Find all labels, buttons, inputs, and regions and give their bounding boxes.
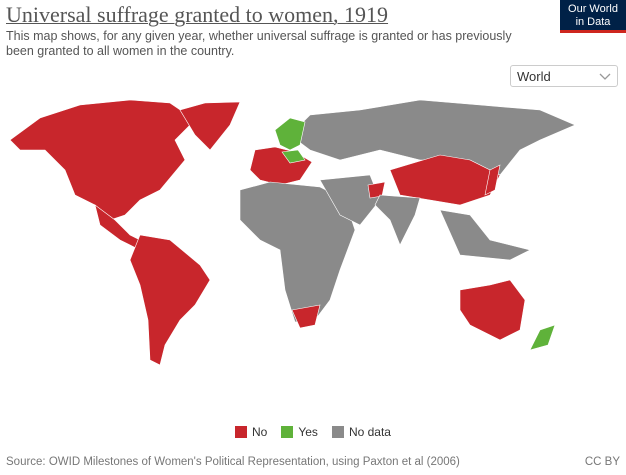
new-zealand[interactable] [529, 324, 556, 351]
legend-item[interactable]: Yes [281, 425, 318, 439]
africa[interactable] [239, 181, 356, 323]
legend: No Yes No data [0, 425, 626, 439]
australia[interactable] [459, 279, 526, 341]
license[interactable]: CC BY [584, 456, 620, 468]
logo[interactable]: Our World in Data [560, 0, 626, 33]
region-value: World [517, 69, 551, 84]
legend-label: Yes [298, 425, 318, 439]
logo-line: in Data [575, 16, 611, 28]
legend-item[interactable]: No data [331, 425, 391, 439]
source: Source: OWID Milestones of Women's Polit… [6, 456, 460, 468]
legend-label: No [252, 425, 268, 439]
subtitle: This map shows, for any given year, whet… [6, 29, 512, 58]
south-america[interactable] [129, 234, 211, 366]
greenland[interactable] [179, 101, 241, 151]
south-africa[interactable] [291, 304, 321, 329]
logo-line: Our World [568, 3, 618, 15]
china[interactable] [389, 154, 501, 206]
chevron [599, 73, 611, 80]
world-map [9, 99, 576, 366]
legend-swatch [235, 426, 248, 438]
southeast-asia[interactable] [439, 209, 531, 261]
legend-swatch [331, 426, 344, 438]
north-america[interactable] [9, 99, 196, 221]
legend-swatch [281, 426, 294, 438]
legend-label: No data [348, 425, 391, 439]
middle-east[interactable] [319, 174, 381, 226]
europe[interactable] [249, 146, 313, 186]
title: Universal suffrage granted to women, 191… [6, 2, 389, 27]
region-select[interactable]: World [510, 65, 618, 87]
india[interactable] [374, 194, 421, 246]
central-europe[interactable] [281, 149, 306, 164]
legend-item[interactable]: No [235, 425, 267, 439]
scandinavia[interactable] [274, 117, 306, 151]
japan[interactable] [484, 164, 501, 196]
russia[interactable] [289, 99, 576, 176]
